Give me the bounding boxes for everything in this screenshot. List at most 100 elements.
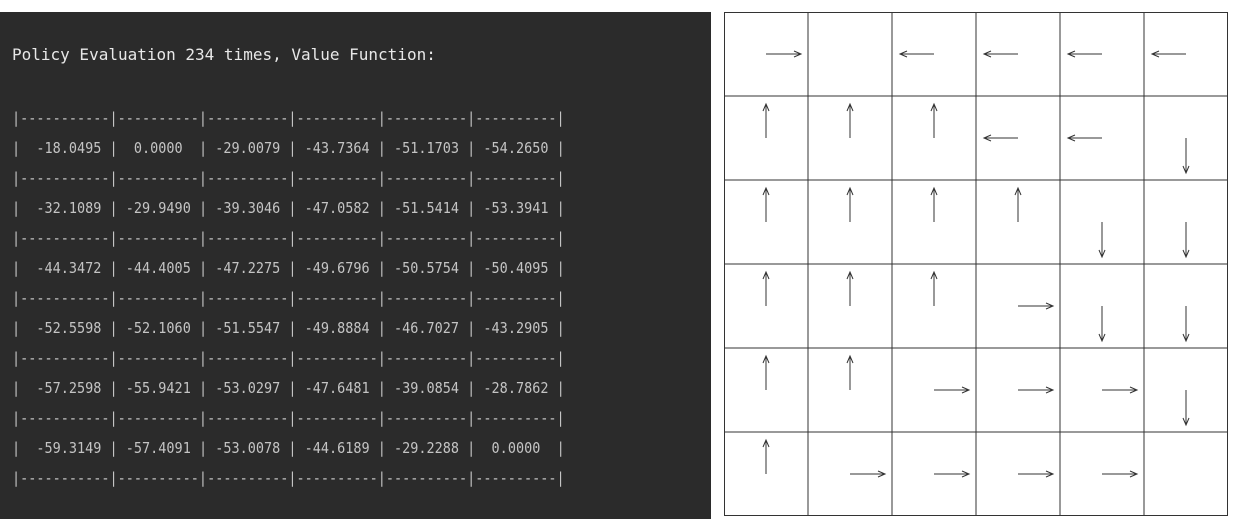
table-cell: -53.3941 xyxy=(483,199,549,217)
up-arrow-icon xyxy=(762,438,770,474)
up-arrow-icon xyxy=(846,270,854,306)
up-arrow-icon xyxy=(762,186,770,222)
right-arrow-icon xyxy=(1102,386,1139,394)
table-separator: |-----------|----------|----------|-----… xyxy=(12,469,565,487)
table-cell: -53.0078 xyxy=(215,439,281,457)
arrow-head xyxy=(898,50,908,58)
right-arrow-icon xyxy=(934,386,971,394)
left-arrow-icon xyxy=(898,50,934,58)
arrow-head xyxy=(961,470,971,478)
arrow-head xyxy=(1098,333,1106,343)
table-cell: -52.1060 xyxy=(125,319,191,337)
arrow-head xyxy=(961,386,971,394)
table-cell: -54.2650 xyxy=(483,139,549,157)
table-row: | -52.5598 | -52.1060 | -51.5547 | -49.8… xyxy=(12,319,565,337)
table-cell: -29.9490 xyxy=(125,199,191,217)
table-cell: -43.7364 xyxy=(304,139,370,157)
table-cell: -29.2288 xyxy=(394,439,460,457)
right-arrow-icon xyxy=(766,50,803,58)
table-row: | -57.2598 | -55.9421 | -53.0297 | -47.6… xyxy=(12,379,565,397)
table-cell: -49.6796 xyxy=(304,259,370,277)
right-arrow-icon xyxy=(1018,470,1055,478)
arrow-head xyxy=(1182,417,1190,427)
table-cell: -44.3472 xyxy=(36,259,102,277)
down-arrow-icon xyxy=(1182,390,1190,427)
terminal-title: Policy Evaluation 234 times, Value Funct… xyxy=(12,45,436,64)
arrow-head xyxy=(846,354,854,364)
arrow-head xyxy=(877,470,887,478)
arrow-head xyxy=(930,186,938,196)
right-arrow-icon xyxy=(934,470,971,478)
table-cell: -39.3046 xyxy=(215,199,281,217)
down-arrow-icon xyxy=(1182,306,1190,343)
table-cell: -32.1089 xyxy=(36,199,102,217)
table-cell: -50.4095 xyxy=(483,259,549,277)
table-separator: |-----------|----------|----------|-----… xyxy=(12,409,565,427)
table-cell: 0.0000 xyxy=(491,439,541,457)
arrow-head xyxy=(1182,333,1190,343)
arrow-head xyxy=(1045,470,1055,478)
table-cell: -47.6481 xyxy=(304,379,370,397)
arrow-head xyxy=(1182,249,1190,259)
table-separator: |-----------|----------|----------|-----… xyxy=(12,349,565,367)
arrow-head xyxy=(762,270,770,280)
down-arrow-icon xyxy=(1098,306,1106,343)
down-arrow-icon xyxy=(1098,222,1106,259)
up-arrow-icon xyxy=(930,270,938,306)
arrow-head xyxy=(1098,249,1106,259)
table-cell: -59.3149 xyxy=(36,439,102,457)
table-cell: -44.6189 xyxy=(304,439,370,457)
left-arrow-icon xyxy=(1150,50,1186,58)
table-cell: 0.0000 xyxy=(133,139,183,157)
up-arrow-icon xyxy=(846,186,854,222)
table-separator: |-----------|----------|----------|-----… xyxy=(12,169,565,187)
table-cell: -46.7027 xyxy=(394,319,460,337)
up-arrow-icon xyxy=(930,102,938,138)
left-arrow-icon xyxy=(1066,50,1102,58)
table-cell: -57.4091 xyxy=(125,439,191,457)
up-arrow-icon xyxy=(762,270,770,306)
table-cell: -47.2275 xyxy=(215,259,281,277)
right-arrow-icon xyxy=(1018,386,1055,394)
table-cell: -47.0582 xyxy=(304,199,370,217)
arrow-head xyxy=(846,186,854,196)
arrow-head xyxy=(762,438,770,448)
arrow-head xyxy=(1129,470,1139,478)
table-cell: -51.5547 xyxy=(215,319,281,337)
up-arrow-icon xyxy=(762,102,770,138)
arrow-head xyxy=(1014,186,1022,196)
up-arrow-icon xyxy=(846,102,854,138)
policy-grid xyxy=(724,12,1228,516)
table-cell: -52.5598 xyxy=(36,319,102,337)
left-arrow-icon xyxy=(982,50,1018,58)
arrow-head xyxy=(1129,386,1139,394)
table-cell: -39.0854 xyxy=(394,379,460,397)
right-arrow-icon xyxy=(1102,470,1139,478)
terminal-output-panel: Policy Evaluation 234 times, Value Funct… xyxy=(0,12,711,519)
arrow-head xyxy=(1045,386,1055,394)
table-separator: |-----------|----------|----------|-----… xyxy=(12,289,565,307)
table-row: | -18.0495 | 0.0000 | -29.0079 | -43.736… xyxy=(12,139,565,157)
arrow-head xyxy=(793,50,803,58)
down-arrow-icon xyxy=(1182,138,1190,175)
table-row: | -59.3149 | -57.4091 | -53.0078 | -44.6… xyxy=(12,439,565,457)
right-arrow-icon xyxy=(850,470,887,478)
up-arrow-icon xyxy=(846,354,854,390)
arrow-head xyxy=(846,270,854,280)
right-arrow-icon xyxy=(1018,302,1055,310)
table-cell: -28.7862 xyxy=(483,379,549,397)
arrow-head xyxy=(1182,165,1190,175)
table-cell: -53.0297 xyxy=(215,379,281,397)
arrow-head xyxy=(762,102,770,112)
left-arrow-icon xyxy=(1066,134,1102,142)
up-arrow-icon xyxy=(762,354,770,390)
arrow-head xyxy=(1066,50,1076,58)
table-cell: -51.1703 xyxy=(394,139,460,157)
arrow-head xyxy=(930,102,938,112)
arrow-head xyxy=(762,186,770,196)
arrow-head xyxy=(982,134,992,142)
arrow-head xyxy=(846,102,854,112)
table-cell: -18.0495 xyxy=(36,139,102,157)
table-cell: -51.5414 xyxy=(394,199,460,217)
table-separator: |-----------|----------|----------|-----… xyxy=(12,109,565,127)
